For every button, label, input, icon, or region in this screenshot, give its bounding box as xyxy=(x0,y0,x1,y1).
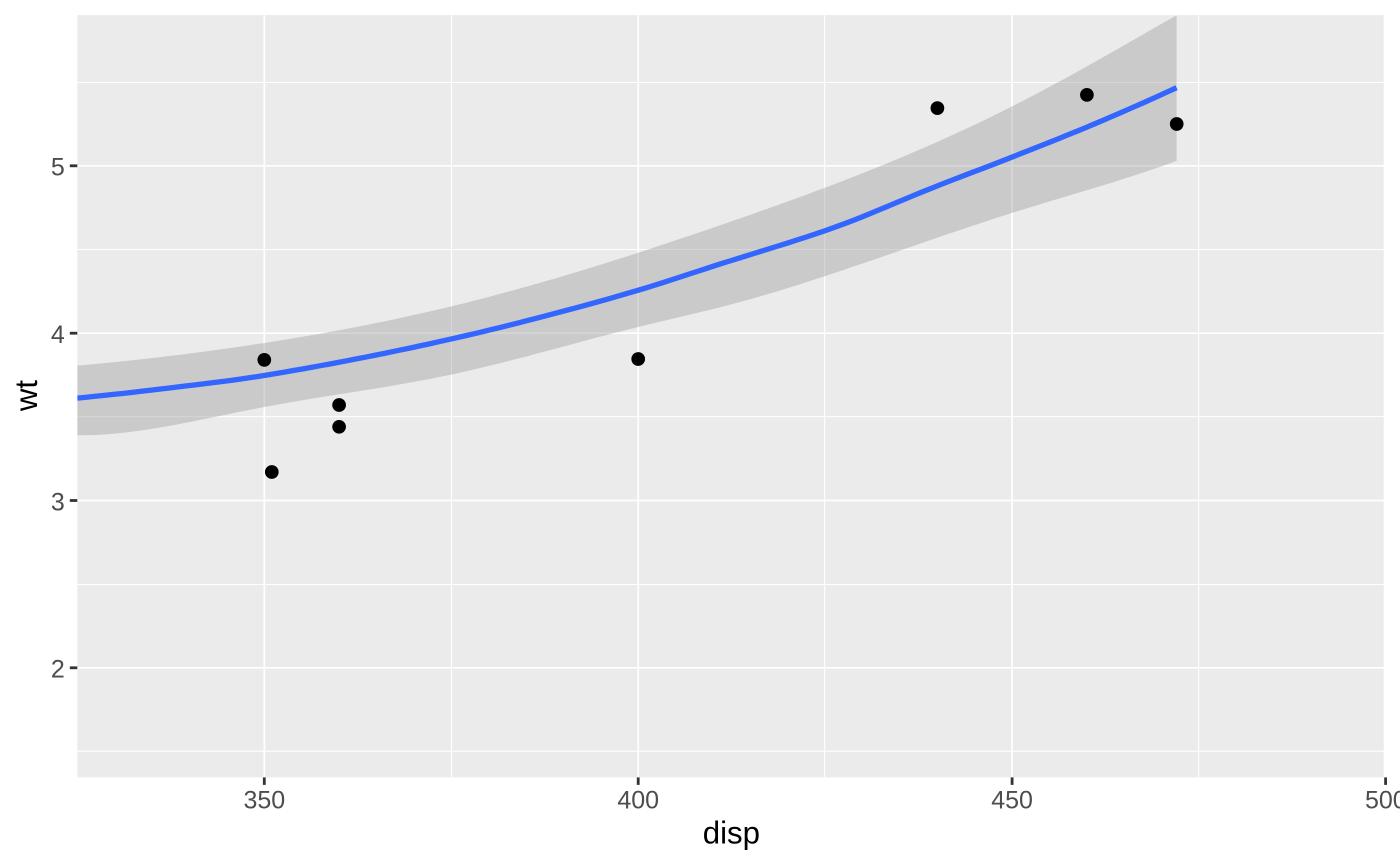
svg-text:2: 2 xyxy=(51,656,65,684)
svg-text:4: 4 xyxy=(51,321,65,349)
svg-text:wt: wt xyxy=(9,380,44,413)
svg-text:400: 400 xyxy=(617,787,659,815)
svg-text:5: 5 xyxy=(51,154,65,182)
svg-text:500: 500 xyxy=(1365,787,1400,815)
svg-text:350: 350 xyxy=(243,787,285,815)
svg-text:3: 3 xyxy=(51,488,65,516)
svg-text:disp: disp xyxy=(703,815,760,850)
svg-text:450: 450 xyxy=(991,787,1033,815)
